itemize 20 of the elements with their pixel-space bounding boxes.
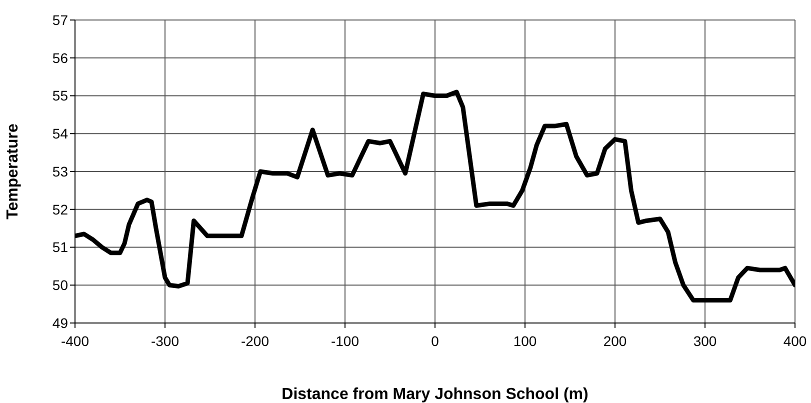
x-tick-label: -300 bbox=[150, 332, 180, 349]
x-tick-label: -400 bbox=[60, 332, 90, 349]
x-tick-label: 200 bbox=[603, 332, 627, 349]
y-tick-label: 54 bbox=[52, 126, 68, 142]
x-tick-label: 300 bbox=[693, 332, 717, 349]
y-tick-label: 51 bbox=[52, 239, 68, 256]
y-tick-label: 49 bbox=[52, 314, 68, 331]
y-axis-title: Temperature bbox=[4, 124, 22, 220]
y-tick-label: 52 bbox=[52, 201, 68, 218]
x-tick-label: 0 bbox=[431, 332, 440, 349]
y-tick-label: 56 bbox=[52, 50, 68, 66]
x-axis-title: Distance from Mary Johnson School (m) bbox=[282, 386, 588, 403]
x-tick-label: -200 bbox=[240, 332, 270, 349]
y-tick-label: 50 bbox=[52, 277, 68, 294]
x-tick-label: 100 bbox=[513, 332, 537, 349]
x-tick-label: 400 bbox=[783, 332, 807, 349]
y-tick-label: 53 bbox=[52, 163, 68, 180]
y-tick-label: 57 bbox=[52, 12, 68, 28]
x-tick-label: -100 bbox=[330, 332, 360, 349]
y-tick-label: 55 bbox=[52, 88, 68, 104]
